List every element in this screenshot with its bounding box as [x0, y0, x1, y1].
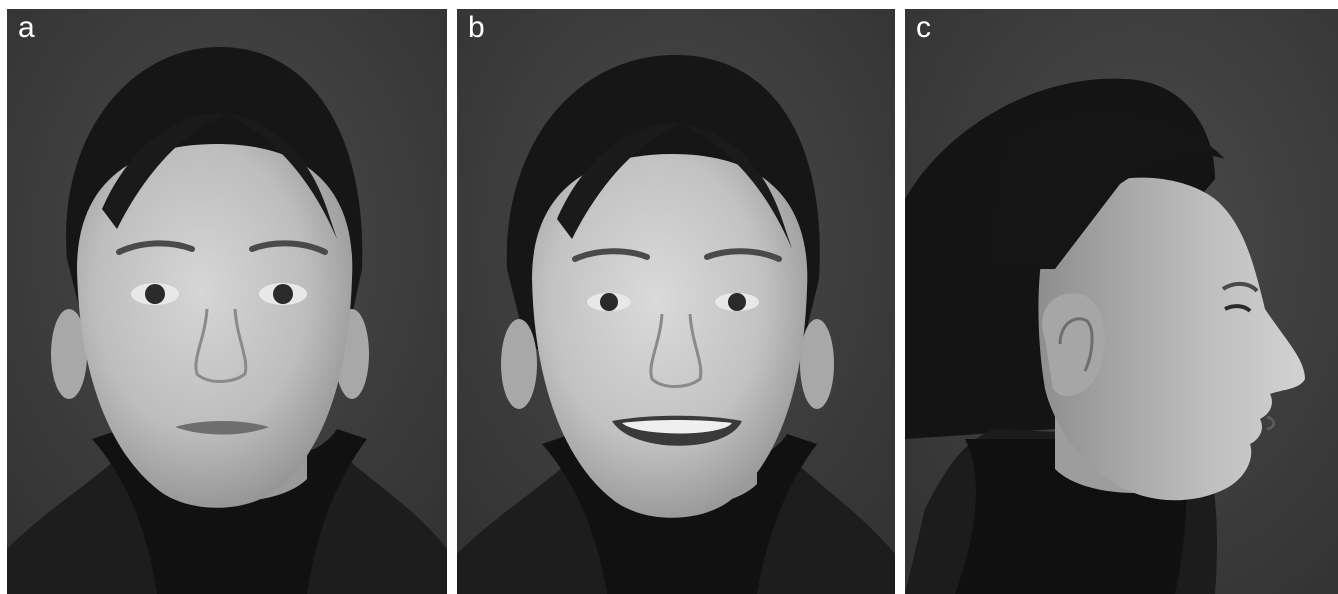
photo-panel-a: a — [7, 9, 447, 594]
photo-panel-b: b — [457, 9, 895, 594]
frontal-neutral-face-photo — [7, 9, 447, 594]
photo-panel-c: c — [905, 9, 1338, 594]
panel-label-c: c — [916, 11, 931, 44]
frontal-smiling-face-photo — [457, 9, 895, 594]
panel-label-a: a — [18, 11, 35, 44]
panel-label-b: b — [468, 11, 485, 44]
right-profile-face-photo — [905, 9, 1338, 594]
